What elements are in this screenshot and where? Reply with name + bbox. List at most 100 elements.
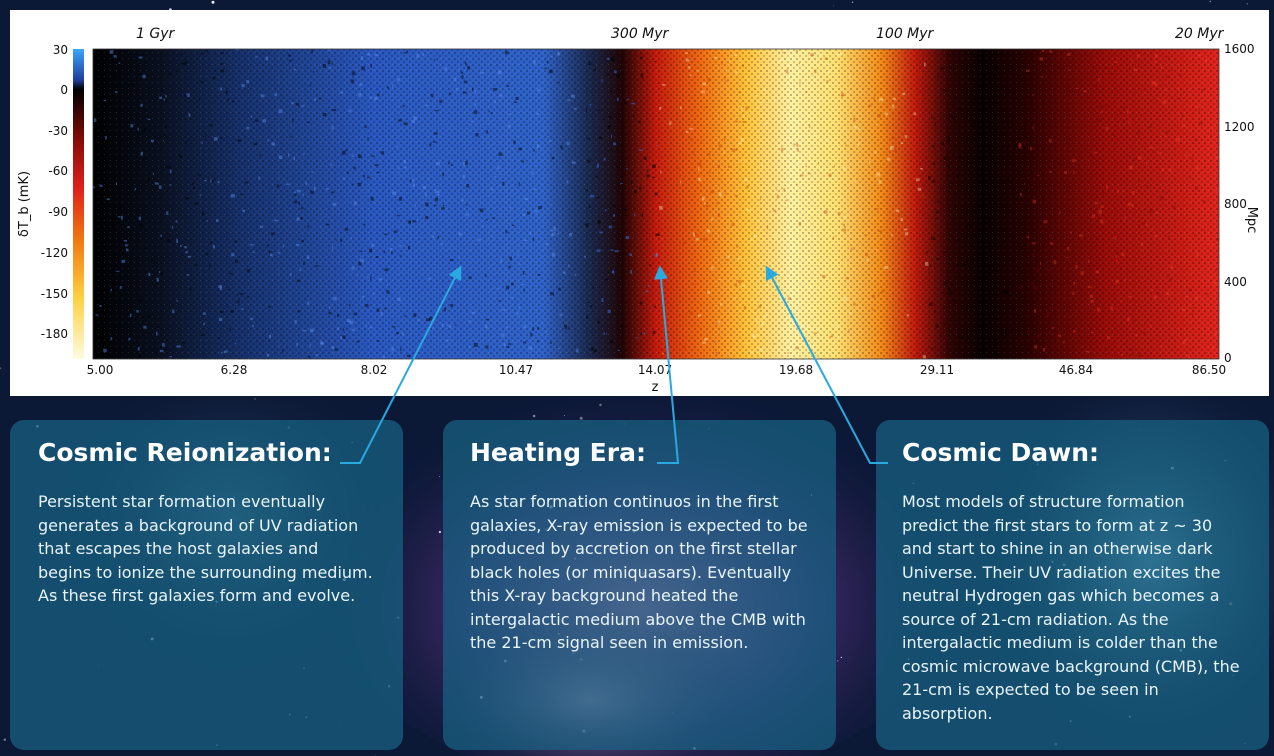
- heatmap-speckle: [534, 210, 538, 213]
- heatmap-speckle: [850, 247, 855, 250]
- heatmap-speckle: [532, 188, 537, 190]
- heatmap-speckle: [736, 245, 739, 248]
- heatmap-speckle: [265, 56, 269, 61]
- heatmap-speckle: [105, 135, 107, 140]
- heatmap-speckle: [116, 83, 119, 85]
- heatmap-speckle: [560, 145, 563, 150]
- heatmap-speckle: [367, 176, 371, 179]
- heatmap-speckle: [659, 205, 663, 210]
- heatmap-speckle: [253, 142, 257, 146]
- heatmap-speckle: [612, 271, 615, 274]
- heatmap-speckle: [934, 122, 936, 127]
- heatmap-speckle: [1133, 68, 1138, 71]
- heatmap-speckle: [943, 282, 946, 286]
- heatmap-speckle: [496, 166, 500, 169]
- heatmap-speckle: [1191, 156, 1193, 161]
- heatmap-speckle: [627, 98, 630, 101]
- heatmap-speckle: [1089, 294, 1093, 298]
- heatmap-speckle: [617, 97, 619, 101]
- heatmap-speckle: [223, 350, 228, 353]
- heatmap-speckle: [331, 346, 335, 350]
- heatmap-speckle: [841, 94, 844, 97]
- heatmap-speckle: [1182, 341, 1186, 345]
- heatmap-speckle: [295, 103, 300, 106]
- heatmap-speckle: [689, 237, 691, 240]
- x-tick: 6.28: [221, 363, 248, 377]
- heatmap-speckle: [683, 240, 687, 245]
- panel-heating: Heating Era: As star formation continuos…: [443, 420, 836, 750]
- heatmap-speckle: [129, 313, 132, 317]
- heatmap-speckle: [849, 75, 851, 79]
- heatmap-speckle: [702, 82, 707, 86]
- heatmap-speckle: [215, 219, 219, 222]
- heatmap-speckle: [728, 59, 731, 63]
- heatmap-speckle: [1036, 267, 1040, 272]
- heatmap-speckle: [305, 181, 307, 185]
- heatmap-speckle: [378, 278, 383, 281]
- heatmap-speckle: [199, 98, 201, 102]
- heatmap-speckle: [301, 239, 304, 243]
- heatmap-speckle: [734, 283, 737, 287]
- heatmap-speckle: [450, 304, 454, 307]
- heatmap-speckle: [371, 243, 374, 247]
- heatmap-speckle: [439, 99, 443, 103]
- heatmap-speckle: [211, 179, 215, 183]
- heatmap-speckle: [370, 326, 373, 329]
- heatmap-speckle: [1215, 155, 1219, 159]
- heatmap-speckle: [1129, 348, 1133, 352]
- heatmap-speckle: [239, 292, 244, 295]
- heatmap-speckle: [966, 261, 970, 265]
- heatmap-speckle: [796, 312, 799, 316]
- heatmap-speckle: [1164, 56, 1169, 58]
- heatmap-speckle: [742, 159, 745, 162]
- heatmap-speckle: [591, 347, 594, 351]
- heatmap-speckle: [979, 255, 982, 257]
- heatmap-speckle: [693, 232, 695, 237]
- heatmap-speckle: [250, 244, 254, 246]
- heatmap-speckle: [367, 276, 369, 279]
- heatmap-speckle: [550, 230, 554, 232]
- heatmap-speckle: [1098, 210, 1102, 214]
- heatmap-speckle: [181, 62, 185, 65]
- heatmap-speckle: [903, 228, 908, 231]
- heatmap-speckle: [1096, 119, 1100, 123]
- heatmap-speckle: [116, 182, 117, 185]
- heatmap-speckle: [396, 145, 399, 148]
- heatmap-speckle: [252, 251, 255, 253]
- heatmap-speckle: [468, 276, 472, 279]
- heatmap-speckle: [695, 238, 699, 241]
- heatmap-speckle: [203, 312, 206, 315]
- heatmap-speckle: [220, 69, 225, 73]
- heatmap-speckle: [706, 290, 711, 294]
- heatmap-speckle: [382, 355, 385, 359]
- heatmap-speckle: [485, 324, 488, 329]
- heatmap-speckle: [462, 91, 467, 94]
- heatmap-speckle: [176, 345, 181, 348]
- heatmap-speckle: [404, 315, 407, 317]
- heatmap-speckle: [937, 201, 941, 203]
- heatmap-speckle: [973, 99, 976, 102]
- heatmap-speckle: [1181, 113, 1183, 117]
- heatmap-speckle: [1140, 192, 1143, 195]
- heatmap-speckle: [590, 305, 592, 308]
- heatmap-speckle: [397, 297, 401, 301]
- heatmap-speckle: [1100, 226, 1105, 228]
- heatmap-speckle: [175, 69, 178, 72]
- heatmap-speckle: [931, 145, 935, 148]
- heatmap-speckle: [742, 108, 744, 111]
- heatmap-speckle: [755, 309, 757, 312]
- heatmap-speckle: [1099, 105, 1103, 109]
- heatmap-speckle: [289, 273, 292, 277]
- heatmap-speckle: [288, 153, 290, 157]
- heatmap-speckle: [411, 120, 415, 123]
- heatmap-speckle: [360, 258, 364, 263]
- heatmap-speckle: [1154, 53, 1158, 58]
- heatmap-speckle: [885, 112, 888, 116]
- heatmap-speckle: [1124, 278, 1126, 281]
- heatmap-speckle: [913, 112, 917, 116]
- heatmap-speckle: [738, 142, 742, 145]
- heatmap-speckle: [647, 169, 649, 172]
- x-tick: 86.50: [1192, 363, 1226, 377]
- heatmap-speckle: [1058, 144, 1060, 148]
- heatmap-speckle: [310, 328, 314, 333]
